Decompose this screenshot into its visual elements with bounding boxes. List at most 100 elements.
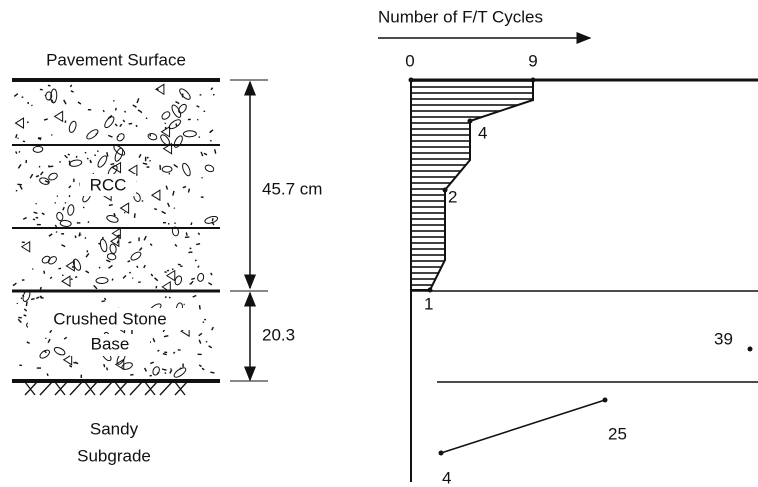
aggregate (63, 99, 67, 105)
aggregate (85, 270, 90, 274)
aggregate (103, 297, 107, 301)
aggregate (70, 90, 74, 93)
aggregate (182, 162, 191, 177)
subgrade-label: Sandy (90, 419, 139, 438)
aggregate (23, 308, 28, 312)
aggregate (22, 216, 27, 220)
base-label: Base (91, 334, 130, 353)
aggregate (175, 100, 180, 105)
aggregate (84, 151, 87, 154)
aggregate (166, 202, 171, 208)
aggregate (182, 130, 197, 138)
aggregate (187, 188, 191, 193)
aggregate (160, 125, 171, 138)
aggregate (35, 175, 40, 178)
aggregate (30, 297, 35, 301)
aggregate (169, 369, 173, 374)
aggregate (162, 352, 167, 356)
aggregate (197, 272, 205, 282)
aggregate (198, 136, 201, 139)
aggregate (145, 117, 148, 120)
aggregate (152, 366, 160, 376)
aggregate (68, 159, 83, 167)
aggregate (208, 345, 213, 349)
dimension-label: 20.3 (262, 325, 295, 344)
aggregate (174, 222, 176, 225)
aggregate (127, 164, 138, 177)
aggregate (56, 211, 64, 222)
axis-label: 0 (405, 51, 414, 70)
aggregate (99, 238, 108, 253)
aggregate (128, 241, 132, 244)
aggregate (196, 118, 199, 121)
aggregate (164, 296, 167, 299)
aggregate (110, 163, 115, 166)
aggregate (204, 164, 215, 173)
aggregate (192, 294, 197, 298)
aggregate (114, 123, 118, 127)
aggregate (41, 255, 51, 264)
aggregate (211, 218, 214, 222)
aggregate (175, 123, 178, 127)
aggregate (203, 152, 208, 156)
aggregate (114, 358, 125, 371)
aggregate (196, 243, 201, 246)
aggregate (64, 154, 68, 159)
aggregate (108, 264, 113, 269)
aggregate (197, 265, 200, 268)
aggregate (15, 151, 18, 155)
aggregate (74, 235, 77, 239)
aggregate (114, 214, 116, 217)
aggregate (56, 195, 59, 198)
aggregate (106, 215, 119, 223)
aggregate (74, 276, 78, 279)
aggregate (165, 269, 176, 282)
aggregate (61, 275, 71, 288)
aggregate (97, 155, 108, 168)
aggregate (173, 135, 183, 148)
aggregate (172, 190, 175, 196)
aggregate (196, 105, 200, 108)
aggregate (208, 282, 213, 286)
aggregate (37, 137, 42, 140)
aggregate (68, 120, 77, 133)
aggregate (26, 341, 30, 344)
aggregate (168, 127, 171, 130)
aggregate (48, 172, 58, 181)
aggregate (67, 153, 70, 156)
aggregate (39, 171, 44, 176)
aggregate (17, 318, 22, 324)
aggregate (194, 259, 197, 262)
aggregate (62, 206, 65, 211)
aggregate (23, 314, 27, 317)
aggregate (152, 338, 156, 343)
aggregate (140, 111, 143, 114)
aggregate (93, 284, 98, 290)
aggregate (21, 294, 25, 298)
aggregate (63, 336, 68, 340)
aggregate (98, 242, 102, 246)
aggregate (154, 277, 159, 282)
aggregate (77, 101, 82, 105)
aggregate (65, 259, 75, 272)
base-label: Crushed Stone (53, 309, 166, 328)
aggregate (150, 189, 161, 202)
aggregate (33, 211, 38, 215)
point-label: 39 (714, 329, 733, 348)
aggregate (154, 83, 165, 96)
aggregate (182, 185, 187, 189)
aggregate (130, 251, 142, 261)
aggregate (109, 243, 117, 254)
aggregate (188, 251, 191, 254)
aggregate (73, 361, 76, 364)
aggregate (137, 109, 142, 113)
aggregate (122, 274, 127, 279)
aggregate (173, 367, 187, 378)
aggregate (161, 368, 167, 371)
aggregate (154, 207, 158, 211)
aggregate (161, 165, 173, 173)
aggregate (119, 123, 123, 128)
aggregate (48, 233, 53, 237)
aggregate (213, 149, 217, 154)
